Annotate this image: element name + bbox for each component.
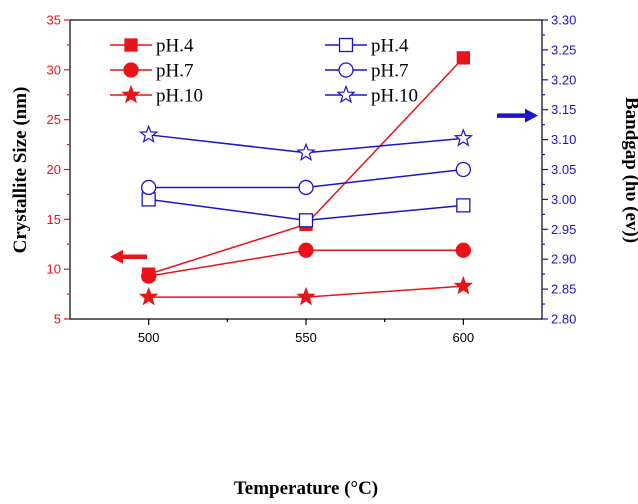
axis-arrows [110,108,538,264]
data-point [455,161,471,178]
arrow-head [110,249,123,264]
y-right-tick-label: 2.90 [551,252,576,267]
legend-entry: pH.4 [110,36,194,57]
legend-entry: pH.7 [110,61,193,82]
y-right-tick-label: 3.10 [551,132,576,147]
legend-entry: pH.10 [325,84,418,107]
legend-label: pH.7 [156,61,193,82]
data-point [296,142,316,161]
data-point [455,242,471,258]
series-right-ph4 [141,192,471,228]
legend-entry: pH.4 [325,36,409,57]
series-left-ph7 [141,242,471,284]
x-tick-label: 500 [138,330,160,345]
data-point [453,275,474,295]
arrow-head [525,108,538,123]
legend-label: pH.4 [156,36,194,57]
legend: pH.4 pH.7 pH.10 pH.4 pH.7 pH.10 [110,36,418,107]
legend-entry: pH.7 [325,61,408,82]
y-right-tick-label: 2.85 [551,282,576,297]
y-left-tick-label: 25 [47,112,61,127]
series-layer [138,51,474,306]
data-point [141,179,157,196]
y-axis-left-title: Crystallite Size (nm) [10,87,31,254]
legend-entry: pH.10 [110,84,203,107]
legend-marker [124,38,138,52]
y-left-tick-label: 10 [47,262,61,277]
y-left-tick-label: 5 [54,312,61,327]
axes: 500 550 600 5 10 15 20 25 30 35 2.80 2.85 2.90 2.95 3.… [47,13,577,346]
y-axis-right-title: Bandgap (hυ (ev)) [621,97,638,243]
y-right-tick-label: 3.20 [551,72,576,87]
y-right-tick-label: 3.30 [551,13,576,28]
x-axis-title: Temperature (°C) [234,478,378,499]
legend-label: pH.10 [156,86,203,107]
data-point [453,128,474,147]
y-right-tick-label: 3.00 [551,192,576,207]
data-point [298,242,314,258]
x-tick-label: 550 [295,330,317,345]
data-point [296,286,316,306]
y-left-tick-label: 30 [47,62,61,77]
data-point [141,268,157,284]
data-point [456,198,471,213]
y-right-tick-label: 3.15 [551,102,576,117]
y-right-tick-label: 3.25 [551,42,576,57]
data-point [298,179,314,196]
legend-label: pH.10 [371,86,418,107]
legend-marker [338,62,354,78]
legend-label: pH.7 [371,61,408,82]
y-left-tick-label: 35 [47,13,61,28]
y-right-tick-label: 3.05 [551,162,576,177]
y-left-tick-label: 15 [47,212,61,227]
series-right-ph7 [141,161,471,196]
y-right-tick-label: 2.80 [551,312,576,327]
legend-marker [336,84,356,104]
y-right-tick-label: 2.95 [551,222,576,237]
left-axis-arrow [110,249,147,264]
legend-marker [121,84,141,104]
series-right-ph10 [138,124,474,161]
data-point [456,51,470,65]
legend-marker [338,37,354,53]
legend-label: pH.4 [371,36,409,57]
right-axis-arrow [497,108,538,123]
data-point [138,124,159,144]
data-point [298,213,314,228]
legend-marker [123,62,139,78]
x-tick-label: 600 [452,330,474,345]
plot-frame [69,19,543,320]
data-point [138,286,159,306]
series-left-ph10 [138,275,474,306]
y-left-tick-label: 20 [47,162,61,177]
